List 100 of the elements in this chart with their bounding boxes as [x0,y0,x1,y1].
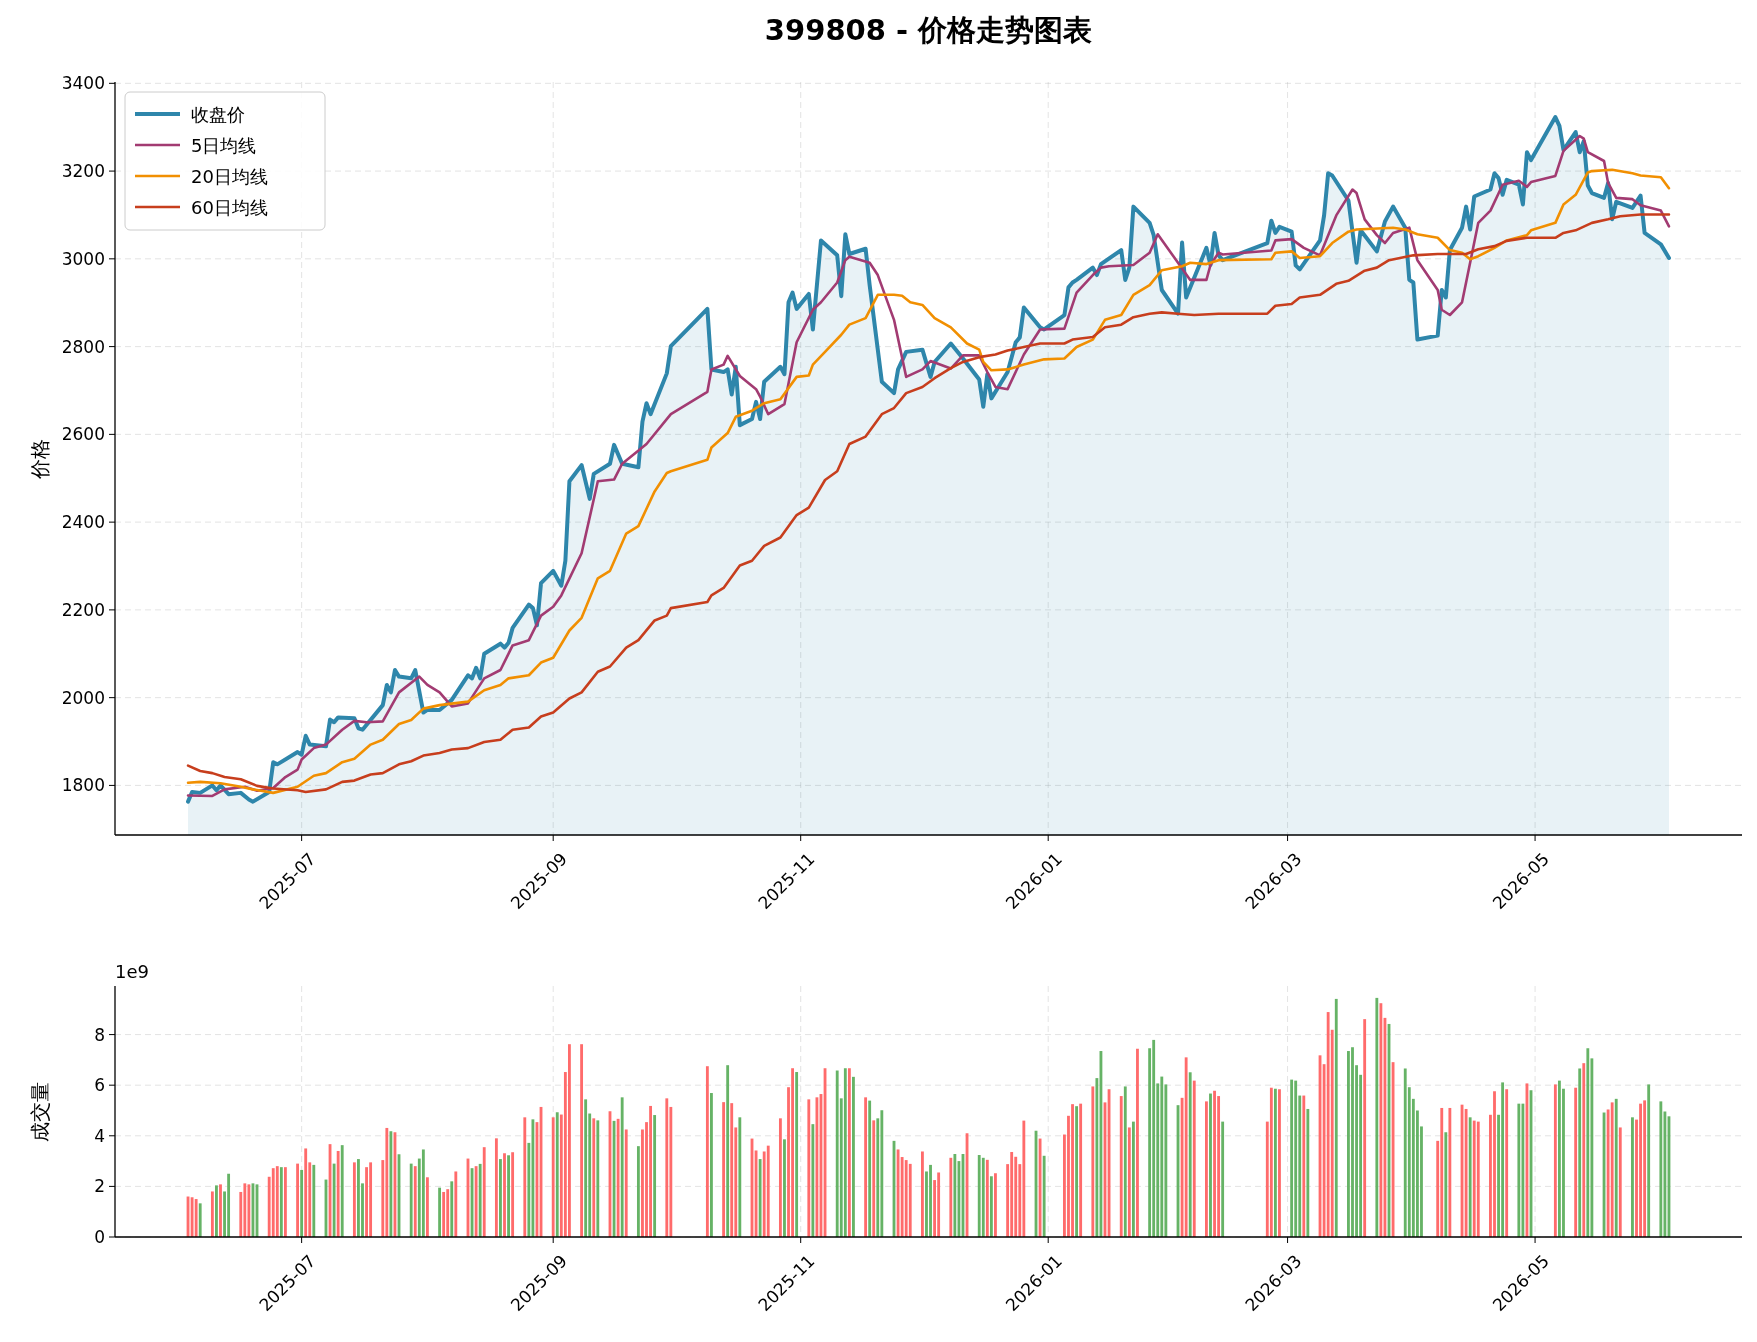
y-tick-label: 8 [94,1024,105,1045]
y-tick-label: 4 [94,1125,105,1146]
bar [568,1044,571,1237]
bar [726,1065,730,1237]
bar [738,1117,742,1237]
bar [413,1166,417,1237]
bar [977,1155,981,1237]
y-tick-label: 2800 [61,336,105,357]
y-tick-label: 3400 [61,73,105,94]
bar [1071,1104,1074,1237]
bar [1472,1120,1476,1237]
bar [446,1189,450,1237]
bar [1334,998,1338,1237]
bar [1278,1089,1281,1237]
bar [868,1100,872,1237]
bar [937,1172,941,1237]
bar [649,1105,652,1237]
bar [1123,1086,1127,1237]
bar [1618,1127,1622,1237]
bar [279,1167,283,1237]
bar [215,1185,218,1237]
bar [929,1164,932,1237]
bar [1213,1090,1216,1237]
bar [283,1167,287,1237]
bar [592,1118,596,1237]
bar [1351,1047,1354,1237]
legend-label: 60日均线 [191,196,268,218]
bar [624,1129,628,1237]
legend-label: 20日均线 [191,165,268,187]
bar [1448,1107,1452,1237]
bar [421,1149,425,1237]
bar [596,1120,600,1237]
bar [1379,1003,1383,1237]
bar [336,1150,340,1237]
bar [1269,1087,1273,1237]
bar [1574,1087,1578,1237]
bar [900,1157,904,1237]
bar [722,1102,726,1237]
bar [1131,1121,1135,1237]
y-axis-title: 价格 [28,438,52,480]
bar [1363,1019,1367,1237]
bar [580,1044,584,1237]
y-tick-label: 2000 [61,687,105,708]
bar [357,1159,360,1237]
bar [705,1066,709,1237]
bar [503,1153,506,1237]
bar [1022,1120,1026,1237]
bar [730,1103,734,1237]
bar [1444,1132,1448,1237]
bar [531,1119,535,1237]
bar [1659,1101,1663,1237]
bar [758,1159,762,1237]
bar [1347,1051,1350,1237]
bar [778,1118,782,1237]
y-tick-label: 2 [94,1176,105,1197]
bar [766,1145,770,1237]
bar [949,1157,953,1237]
bar [1521,1103,1525,1237]
bar [1221,1121,1225,1237]
bar [454,1171,458,1237]
bar [1578,1068,1582,1237]
bar [904,1160,908,1237]
bar [1440,1107,1444,1237]
bar [1464,1108,1468,1237]
bar [1188,1072,1192,1237]
bar [312,1164,316,1237]
bar [227,1173,231,1237]
bar [835,1070,839,1237]
bar [665,1098,669,1237]
bar [1614,1098,1618,1237]
bar [1010,1151,1014,1237]
bar [1127,1127,1131,1237]
bar [1119,1096,1123,1237]
bar [807,1099,811,1237]
y-axis-title: 成交量 [28,1081,52,1142]
bar [275,1166,279,1237]
bar [1643,1100,1647,1237]
bar [340,1145,344,1237]
y-tick-label: 0 [94,1227,105,1247]
bar [1375,997,1379,1237]
bar [369,1162,373,1237]
bar [474,1166,478,1237]
bar [198,1203,202,1237]
bar [710,1093,713,1237]
bar [1014,1156,1018,1237]
chart-title: 399808 - 价格走势图表 [764,13,1093,47]
bar [352,1162,356,1237]
bar [194,1199,198,1237]
bar [795,1072,799,1237]
bar [880,1110,884,1237]
bar [1042,1155,1046,1237]
bar [1639,1103,1642,1237]
bar [1152,1039,1156,1237]
bar [523,1117,527,1237]
bar [1582,1063,1586,1237]
bar [1136,1048,1139,1237]
y-tick-label: 6 [94,1075,105,1096]
bar [1326,1012,1330,1237]
y-tick-label: 3000 [61,248,105,269]
bar [872,1120,876,1237]
